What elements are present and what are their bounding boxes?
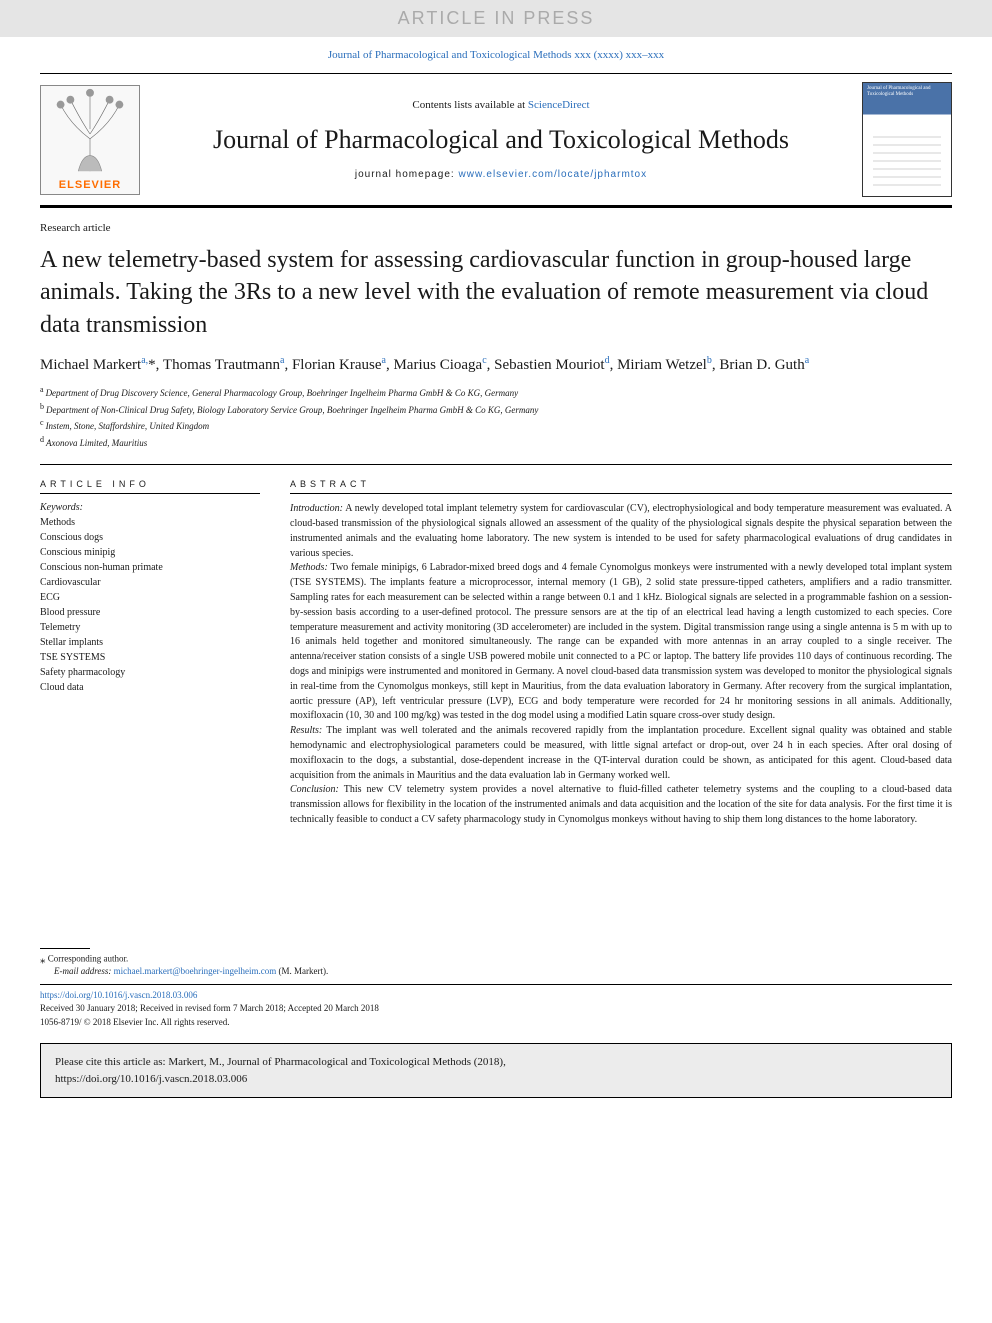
keyword-item: Cloud data bbox=[40, 680, 260, 695]
footnote-rule bbox=[40, 948, 90, 949]
corresponding-email-link[interactable]: michael.markert@boehringer-ingelheim.com bbox=[114, 966, 277, 976]
keywords-list: MethodsConscious dogsConscious minipigCo… bbox=[40, 515, 260, 695]
keywords-heading: Keywords: bbox=[40, 502, 260, 513]
keyword-item: Conscious dogs bbox=[40, 530, 260, 545]
contents-available-line: Contents lists available at ScienceDirec… bbox=[140, 99, 862, 111]
affiliations-block: aDepartment of Drug Discovery Science, G… bbox=[40, 384, 952, 450]
corresponding-author-line: ⁎ Corresponding author. bbox=[40, 953, 952, 966]
keyword-item: Stellar implants bbox=[40, 635, 260, 650]
article-footer: ⁎ Corresponding author. E-mail address: … bbox=[40, 948, 952, 1030]
article-main: Research article A new telemetry-based s… bbox=[40, 222, 952, 828]
email-line: E-mail address: michael.markert@boehring… bbox=[40, 966, 952, 976]
keyword-item: ECG bbox=[40, 590, 260, 605]
keyword-item: Methods bbox=[40, 515, 260, 530]
contents-prefix: Contents lists available at bbox=[412, 99, 527, 111]
article-info-column: ARTICLE INFO Keywords: MethodsConscious … bbox=[40, 479, 260, 828]
doi-link[interactable]: https://doi.org/10.1016/j.vascn.2018.03.… bbox=[40, 990, 197, 1000]
header-center: Contents lists available at ScienceDirec… bbox=[140, 99, 862, 180]
keyword-item: Conscious minipig bbox=[40, 545, 260, 560]
abstract-body: Introduction: A newly developed total im… bbox=[290, 502, 952, 828]
banner-article-in-press: ARTICLE IN PRESS bbox=[0, 0, 992, 37]
received-dates: Received 30 January 2018; Received in re… bbox=[40, 1003, 379, 1013]
keyword-item: Safety pharmacology bbox=[40, 665, 260, 680]
doi-block: https://doi.org/10.1016/j.vascn.2018.03.… bbox=[40, 984, 952, 1030]
affiliation-d: dAxonova Limited, Mauritius bbox=[40, 434, 952, 451]
keyword-item: Cardiovascular bbox=[40, 575, 260, 590]
citation-line-2: https://doi.org/10.1016/j.vascn.2018.03.… bbox=[55, 1073, 247, 1085]
abstract-column: ABSTRACT Introduction: A newly developed… bbox=[290, 479, 952, 828]
abstract-label: ABSTRACT bbox=[290, 479, 952, 489]
article-title: A new telemetry-based system for assessi… bbox=[40, 244, 952, 341]
abstract-results: Results: The implant was well tolerated … bbox=[290, 724, 952, 783]
keyword-item: Blood pressure bbox=[40, 605, 260, 620]
article-info-label: ARTICLE INFO bbox=[40, 479, 260, 489]
homepage-link[interactable]: www.elsevier.com/locate/jpharmtox bbox=[459, 169, 648, 180]
cover-thumb-chart-icon bbox=[873, 131, 941, 186]
keyword-item: Conscious non-human primate bbox=[40, 560, 260, 575]
publisher-logo: ELSEVIER bbox=[40, 85, 140, 195]
affiliation-b: bDepartment of Non-Clinical Drug Safety,… bbox=[40, 401, 952, 418]
homepage-line: journal homepage: www.elsevier.com/locat… bbox=[140, 169, 862, 180]
authors-line: Michael Markerta,*, Thomas Trautmanna, F… bbox=[40, 355, 952, 374]
journal-header-band: ELSEVIER Contents lists available at Sci… bbox=[40, 73, 952, 208]
abstract-introduction: Introduction: A newly developed total im… bbox=[290, 502, 952, 561]
two-column-layout: ARTICLE INFO Keywords: MethodsConscious … bbox=[40, 479, 952, 828]
article-type: Research article bbox=[40, 222, 952, 234]
cover-thumb-title: Journal of Pharmacological and Toxicolog… bbox=[863, 83, 951, 101]
publisher-name: ELSEVIER bbox=[59, 176, 121, 194]
homepage-label: journal homepage: bbox=[355, 169, 459, 180]
sciencedirect-link[interactable]: ScienceDirect bbox=[528, 99, 590, 111]
citation-line-1: Please cite this article as: Markert, M.… bbox=[55, 1056, 506, 1068]
divider bbox=[40, 464, 952, 465]
keyword-item: TSE SYSTEMS bbox=[40, 650, 260, 665]
abstract-methods: Methods: Two female minipigs, 6 Labrador… bbox=[290, 561, 952, 724]
journal-title: Journal of Pharmacological and Toxicolog… bbox=[140, 125, 862, 155]
citation-box: Please cite this article as: Markert, M.… bbox=[40, 1043, 952, 1098]
affiliation-a: aDepartment of Drug Discovery Science, G… bbox=[40, 384, 952, 401]
abstract-conclusion: Conclusion: This new CV telemetry system… bbox=[290, 783, 952, 827]
affiliation-c: cInstem, Stone, Staffordshire, United Ki… bbox=[40, 417, 952, 434]
issn-copyright: 1056-8719/ © 2018 Elsevier Inc. All righ… bbox=[40, 1017, 230, 1027]
journal-reference-line: Journal of Pharmacological and Toxicolog… bbox=[0, 37, 992, 73]
elsevier-tree-icon bbox=[41, 83, 139, 175]
keyword-item: Telemetry bbox=[40, 620, 260, 635]
journal-cover-thumbnail: Journal of Pharmacological and Toxicolog… bbox=[862, 82, 952, 197]
